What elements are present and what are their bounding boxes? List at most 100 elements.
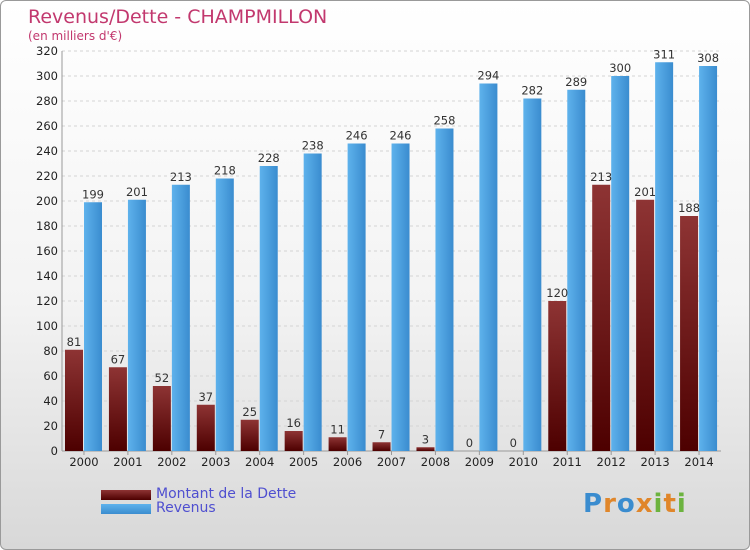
- x-tick-label: 2010: [509, 455, 538, 469]
- y-tick-label: 300: [36, 69, 58, 83]
- debt-value-label: 188: [678, 201, 700, 215]
- debt-value-label: 3: [422, 432, 429, 446]
- debt-bar: [196, 404, 215, 451]
- debt-value-label: 25: [242, 405, 257, 419]
- y-tick-label: 40: [43, 394, 58, 408]
- y-tick-label: 280: [36, 94, 58, 108]
- revenue-value-label: 246: [346, 129, 368, 143]
- debt-value-label: 201: [634, 185, 656, 199]
- y-tick-label: 120: [36, 294, 58, 308]
- x-tick-label: 2011: [553, 455, 582, 469]
- revenue-value-label: 213: [170, 170, 192, 184]
- revenue-bar: [347, 143, 366, 451]
- logo-letter: i: [653, 489, 664, 519]
- revenue-bar: [655, 62, 674, 451]
- revenue-bar: [435, 128, 454, 451]
- x-tick-label: 2001: [113, 455, 142, 469]
- revenue-value-label: 300: [609, 61, 631, 75]
- legend-swatch-revenue: [101, 504, 151, 514]
- y-tick-label: 80: [43, 344, 58, 358]
- debt-bar: [240, 419, 259, 451]
- revenue-bar: [171, 184, 190, 451]
- y-tick-label: 320: [36, 44, 58, 58]
- y-tick-label: 180: [36, 219, 58, 233]
- debt-bar: [328, 437, 347, 451]
- x-tick-label: 2014: [684, 455, 713, 469]
- revenue-value-label: 246: [390, 129, 412, 143]
- debt-bar: [592, 184, 611, 451]
- revenue-bar: [127, 199, 146, 451]
- revenue-bar: [84, 202, 102, 451]
- revenue-value-label: 201: [126, 185, 148, 199]
- revenue-value-label: 199: [82, 187, 104, 201]
- debt-value-label: 0: [466, 436, 473, 450]
- debt-value-label: 67: [111, 352, 126, 366]
- y-tick-label: 100: [36, 319, 58, 333]
- revenue-bar: [303, 153, 322, 451]
- debt-bar: [416, 447, 435, 451]
- debt-bar: [152, 386, 171, 451]
- debt-value-label: 52: [155, 371, 170, 385]
- logo-letter: r: [603, 489, 617, 519]
- revenue-bar: [611, 76, 630, 451]
- debt-value-label: 7: [378, 427, 385, 441]
- debt-value-label: 11: [330, 422, 345, 436]
- x-tick-label: 2004: [245, 455, 274, 469]
- chart-subtitle: (en milliers d'€): [28, 29, 123, 43]
- logo-letter: t: [663, 489, 677, 519]
- x-tick-label: 2000: [69, 455, 98, 469]
- x-tick-label: 2007: [377, 455, 406, 469]
- debt-value-label: 213: [590, 170, 612, 184]
- x-tick-label: 2009: [465, 455, 494, 469]
- revenue-value-label: 238: [302, 139, 324, 153]
- debt-value-label: 81: [67, 335, 82, 349]
- revenue-value-label: 282: [521, 84, 543, 98]
- x-tick-label: 2008: [421, 455, 450, 469]
- debt-bar: [372, 442, 391, 451]
- revenue-bar: [523, 98, 542, 451]
- debt-value-label: 16: [286, 416, 301, 430]
- x-tick-label: 2002: [157, 455, 186, 469]
- debt-bar: [636, 199, 655, 451]
- revenue-bar: [391, 143, 410, 451]
- revenue-value-label: 308: [697, 51, 719, 65]
- debt-value-label: 37: [198, 390, 213, 404]
- debt-bar: [108, 367, 127, 451]
- x-tick-label: 2005: [289, 455, 318, 469]
- x-tick-label: 2006: [333, 455, 362, 469]
- y-tick-label: 0: [51, 444, 58, 458]
- legend-label-debt: Montant de la Dette: [156, 486, 297, 502]
- debt-bar: [548, 301, 567, 451]
- revenue-value-label: 228: [258, 151, 280, 165]
- revenue-value-label: 258: [433, 114, 455, 128]
- y-tick-label: 20: [43, 419, 58, 433]
- y-tick-label: 200: [36, 194, 58, 208]
- logo-letter: x: [635, 489, 654, 519]
- x-tick-label: 2003: [201, 455, 230, 469]
- chart-title: Revenus/Dette - CHAMPMILLON: [28, 6, 328, 28]
- revenue-value-label: 218: [214, 164, 236, 178]
- x-tick-label: 2013: [640, 455, 669, 469]
- proxiti-logo: Proxiti: [583, 489, 687, 519]
- debt-bar: [284, 431, 303, 451]
- logo-letter: o: [616, 489, 636, 519]
- y-tick-label: 140: [36, 269, 58, 283]
- revenue-bar: [567, 89, 586, 451]
- debt-value-label: 0: [510, 436, 517, 450]
- y-tick-label: 60: [43, 369, 58, 383]
- revenue-value-label: 311: [653, 47, 675, 61]
- debt-bar: [65, 349, 83, 451]
- y-tick-label: 260: [36, 119, 58, 133]
- debt-bar: [680, 216, 699, 451]
- logo-letter: P: [583, 489, 604, 519]
- legend-swatch-debt: [101, 490, 151, 500]
- debt-value-label: 120: [546, 286, 568, 300]
- y-tick-label: 160: [36, 244, 58, 258]
- revenue-bar: [479, 83, 498, 451]
- y-tick-label: 240: [36, 144, 58, 158]
- y-tick-label: 220: [36, 169, 58, 183]
- logo-letter: i: [676, 489, 687, 519]
- revenue-bar: [699, 66, 718, 451]
